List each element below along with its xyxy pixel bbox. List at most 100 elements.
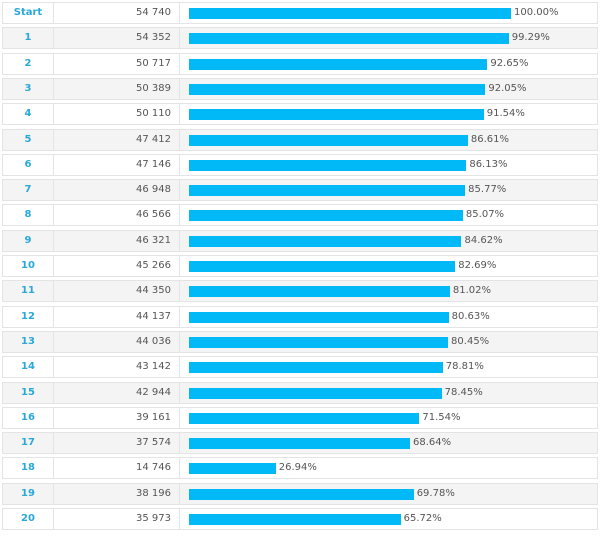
bar-cell: 80.45%	[181, 332, 597, 352]
step-label[interactable]: 5	[3, 129, 54, 150]
bar-cell: 80.63%	[181, 307, 597, 327]
percent-label: 81.02%	[452, 285, 492, 297]
percent-label: 78.81%	[445, 361, 484, 373]
count-value: 39 161	[54, 407, 180, 428]
table-row: 10 45 266 82.69%	[2, 255, 598, 277]
count-value: 46 948	[54, 180, 180, 201]
bar-cell: 78.81%	[181, 357, 597, 377]
bar-cell: 26.94%	[181, 458, 597, 478]
percent-label: 69.78%	[416, 487, 455, 499]
percent-label: 84.62%	[464, 234, 503, 246]
bar	[189, 159, 467, 171]
bar-cell: 81.02%	[181, 281, 597, 301]
count-value: 43 142	[54, 357, 180, 378]
count-value: 44 137	[54, 306, 180, 327]
bar	[189, 8, 511, 19]
table-row: 15 42 944 78.45%	[2, 381, 598, 404]
percent-label: 71.54%	[422, 411, 461, 423]
percent-label: 82.69%	[458, 260, 497, 271]
bar-cell: 100.00%	[181, 3, 597, 23]
table-row: 17 37 574 68.64%	[2, 432, 598, 455]
percent-label: 65.72%	[403, 513, 442, 524]
step-label[interactable]: 7	[3, 180, 54, 201]
bar	[189, 58, 488, 70]
percent-label: 92.05%	[488, 82, 527, 94]
step-label[interactable]: 14	[3, 357, 54, 378]
bar-cell: 92.65%	[181, 54, 597, 74]
bar	[189, 488, 414, 500]
bar-cell: 86.13%	[181, 155, 597, 175]
step-label[interactable]: 13	[3, 331, 54, 352]
count-value: 50 389	[54, 78, 180, 99]
count-value: 46 566	[54, 205, 180, 226]
count-value: 35 973	[54, 509, 180, 529]
bar	[189, 286, 450, 298]
table-row: 16 39 161 71.54%	[2, 406, 598, 429]
step-label[interactable]: 15	[3, 382, 54, 403]
step-label[interactable]: 6	[3, 154, 54, 175]
bar-cell: 92.05%	[181, 79, 597, 99]
bar	[189, 109, 484, 121]
bar	[189, 210, 463, 222]
bar-cell: 91.54%	[181, 104, 597, 124]
step-label[interactable]: 8	[3, 205, 54, 226]
count-value: 38 196	[54, 483, 180, 504]
bar-cell: 78.45%	[181, 383, 597, 403]
bar-cell: 85.77%	[181, 180, 597, 200]
count-value: 14 746	[54, 458, 180, 479]
table-row: 8 46 566 85.07%	[2, 204, 598, 227]
bar	[189, 261, 456, 272]
bar-cell: 86.61%	[181, 130, 597, 150]
table-row: 14 43 142 78.81%	[2, 356, 598, 379]
bar	[189, 514, 401, 525]
table-row: 3 50 389 92.05%	[2, 77, 598, 100]
count-value: 54 740	[54, 3, 180, 23]
bar-cell: 82.69%	[181, 256, 597, 276]
step-label[interactable]: 17	[3, 433, 54, 454]
step-label[interactable]: 3	[3, 78, 54, 99]
percent-label: 86.61%	[470, 133, 510, 145]
step-label[interactable]: 18	[3, 458, 54, 479]
count-value: 50 110	[54, 104, 180, 125]
percent-label: 92.65%	[490, 57, 529, 69]
step-label[interactable]: 1	[3, 28, 54, 49]
bar-cell: 99.29%	[181, 28, 597, 48]
table-row: 1 54 352 99.29%	[2, 27, 598, 50]
step-label[interactable]: 9	[3, 230, 54, 251]
step-label[interactable]: 19	[3, 483, 54, 504]
count-value: 54 352	[54, 28, 180, 49]
percent-label: 85.77%	[468, 184, 507, 196]
count-value: 46 321	[54, 230, 180, 251]
table-row: 2 50 717 92.65%	[2, 52, 598, 75]
percent-label: 99.29%	[511, 32, 550, 44]
percent-label: 100.00%	[514, 7, 559, 18]
percent-label: 85.07%	[465, 209, 505, 221]
step-label[interactable]: 10	[3, 256, 54, 276]
table-row: Start 54 740 100.00%	[2, 2, 598, 24]
bar-cell: 69.78%	[181, 484, 597, 504]
table-row: 18 14 746 26.94%	[2, 457, 598, 480]
step-label[interactable]: 20	[3, 509, 54, 529]
percent-label: 86.13%	[469, 158, 508, 170]
table-row: 19 38 196 69.78%	[2, 482, 598, 505]
count-value: 45 266	[54, 256, 180, 276]
bar	[189, 463, 276, 475]
count-value: 47 412	[54, 129, 180, 150]
bar	[189, 33, 509, 45]
step-label[interactable]: 12	[3, 306, 54, 327]
percent-label: 78.45%	[444, 386, 483, 398]
percent-label: 26.94%	[278, 462, 317, 474]
table-row: 6 47 146 86.13%	[2, 153, 598, 176]
count-value: 44 036	[54, 331, 180, 352]
step-label[interactable]: 16	[3, 407, 54, 428]
table-row: 7 46 948 85.77%	[2, 179, 598, 202]
step-label[interactable]: 11	[3, 281, 54, 302]
bar	[189, 311, 449, 323]
bar	[189, 235, 462, 247]
step-label[interactable]: 4	[3, 104, 54, 125]
table-row: 12 44 137 80.63%	[2, 305, 598, 328]
count-value: 37 574	[54, 433, 180, 454]
step-label[interactable]: Start	[3, 3, 54, 23]
bar	[189, 412, 420, 424]
step-label[interactable]: 2	[3, 53, 54, 74]
